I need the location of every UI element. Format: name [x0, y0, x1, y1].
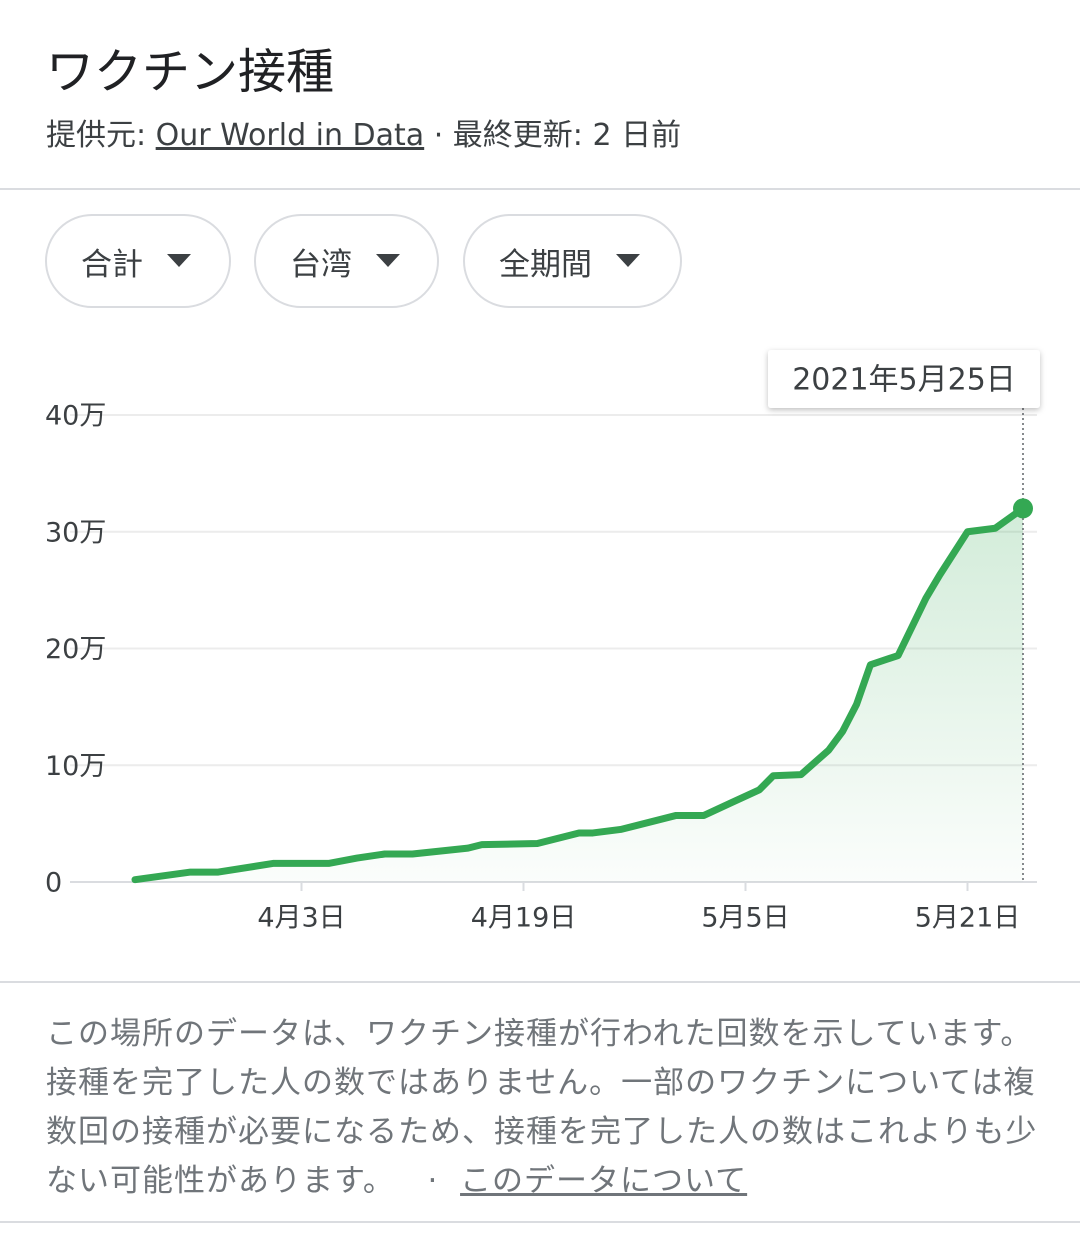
x-tick-label: 5月21日: [915, 903, 1021, 934]
divider: [0, 1221, 1080, 1223]
y-tick-label: 20万: [45, 634, 106, 665]
x-tick-label: 4月19日: [471, 903, 577, 934]
y-tick-label: 40万: [45, 401, 106, 432]
y-tick-label: 30万: [45, 517, 106, 548]
tooltip-date: 2021年5月25日: [792, 363, 1016, 398]
filter-label: 合計: [81, 246, 143, 283]
y-tick-label: 0: [45, 868, 62, 899]
tooltip: [768, 350, 1040, 408]
filter-label: 台湾: [290, 246, 352, 283]
divider: [0, 188, 1080, 190]
dropdown-icon: [376, 254, 400, 267]
hover-point: [1013, 498, 1033, 519]
dropdown-icon: [616, 254, 640, 267]
x-tick-label: 4月3日: [257, 903, 345, 934]
filter-button[interactable]: 台湾: [254, 214, 439, 308]
note: この場所のデータは、ワクチン接種が行われた回数を示しています。接種を完了した人の…: [46, 1010, 1041, 1206]
updated: · 最終更新: 2 日前: [433, 118, 682, 153]
line: [131, 504, 1027, 884]
separator: ·: [427, 1163, 439, 1199]
subtitle: 提供元: Our World in Data · 最終更新: 2 日前: [46, 110, 681, 154]
source-label: 提供元:: [46, 118, 147, 153]
dropdown-icon: [167, 254, 191, 267]
filter-label: 全期間: [499, 246, 592, 283]
filter-button[interactable]: 合計: [45, 214, 231, 308]
note-text: この場所のデータは、ワクチン接種が行われた回数を示しています。接種を完了した人の…: [46, 1016, 1038, 1199]
chart: 0 10万 20万 30万 40万 4月3日 4月19日 5月5日 5月21日 2021年5月25…: [45, 350, 1040, 934]
filter-button[interactable]: 全期間: [463, 214, 682, 308]
divider: [0, 981, 1080, 983]
source-link[interactable]: Our World in Data: [155, 118, 425, 153]
x-tick-label: 5月5日: [701, 903, 789, 934]
area: [135, 508, 1023, 882]
about-link[interactable]: このデータについて: [460, 1163, 748, 1199]
title: ワクチン接種: [46, 44, 335, 100]
y-tick-label: 10万: [45, 751, 106, 782]
